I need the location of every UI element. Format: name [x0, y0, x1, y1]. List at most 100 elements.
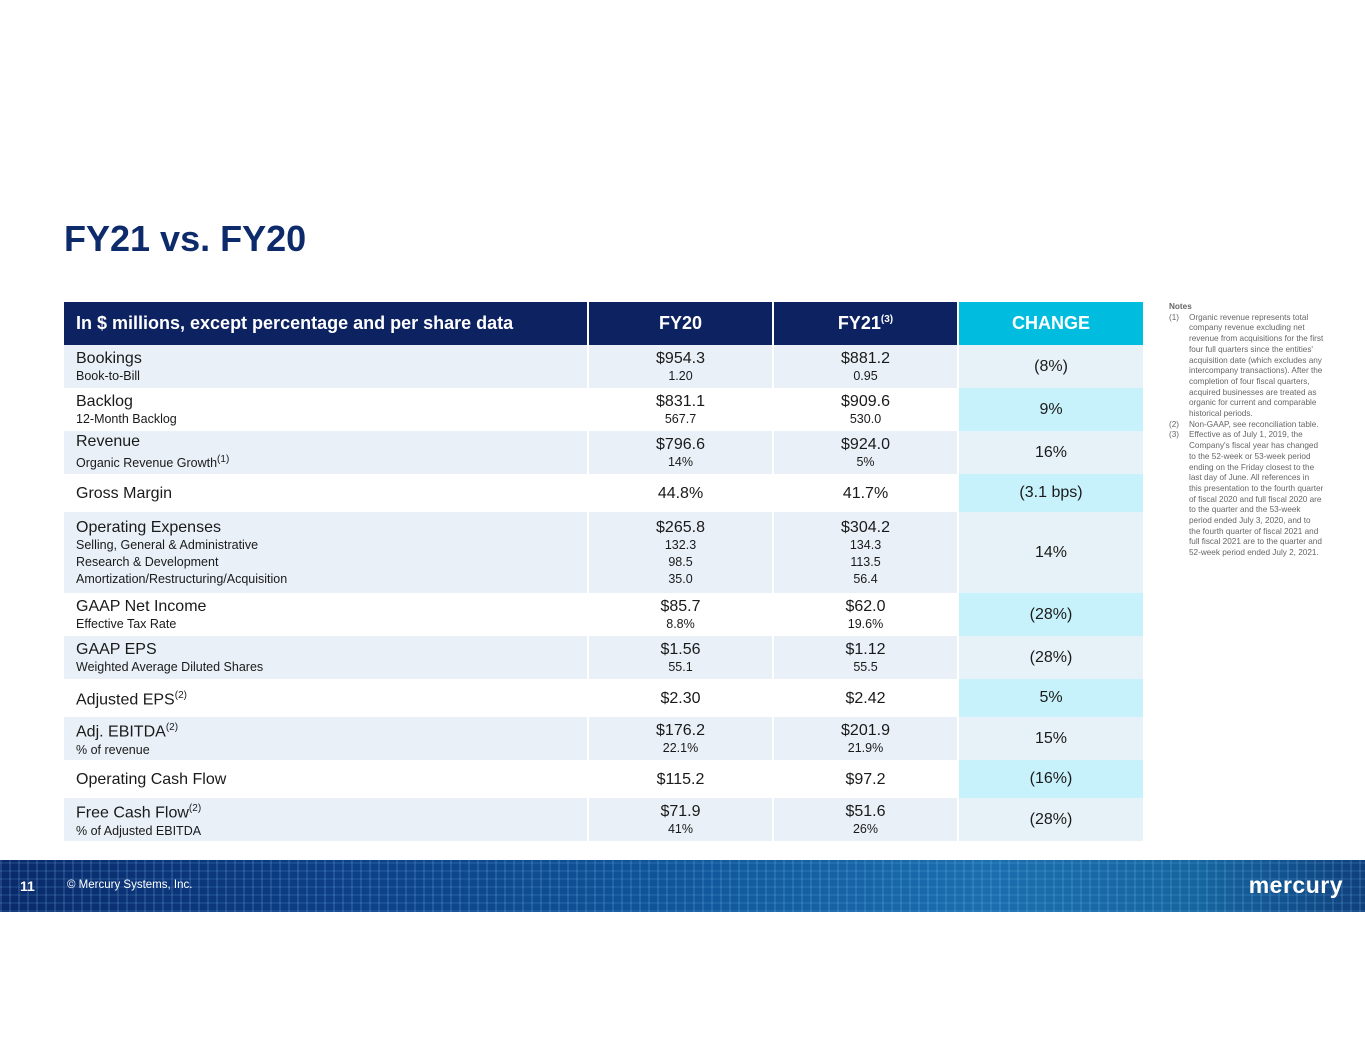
note-text: Non-GAAP, see reconciliation table.: [1189, 419, 1319, 429]
fy21-value-cell: $62.0 19.6%: [773, 593, 959, 636]
note-text: Effective as of July 1, 2019, the Compan…: [1189, 430, 1324, 558]
fy20-value-cell: $1.56 55.1: [588, 636, 774, 679]
fy21-value-cell: $304.2 134.3 113.5 56.4: [773, 512, 959, 593]
note-number: (1): [1169, 312, 1180, 322]
copyright-text: © Mercury Systems, Inc.: [67, 879, 193, 891]
table-row: Operating Cash Flow $115.2 $97.2 (16%): [64, 760, 1143, 798]
note-number: (3): [1169, 430, 1180, 440]
fy20-subvalue: 98.5: [668, 554, 693, 569]
row-sublabel: Weighted Average Diluted Shares: [76, 659, 587, 676]
row-label-cell: Gross Margin: [64, 474, 589, 512]
row-label: Free Cash Flow(2): [76, 799, 587, 822]
row-label: GAAP Net Income: [76, 597, 587, 616]
note-item: (1) Organic revenue represents total comp…: [1169, 313, 1324, 420]
fy20-subvalue: 41%: [667, 821, 694, 836]
fy21-subvalue: 21.9%: [847, 740, 884, 755]
fy20-subvalue: 35.0: [668, 571, 693, 586]
fy20-value: $115.2: [656, 770, 705, 788]
fy21-value: $201.9: [841, 721, 890, 739]
fy21-value: $51.6: [845, 802, 886, 820]
row-label: Operating Expenses: [76, 518, 587, 537]
fy21-value-cell: $909.6 530.0: [773, 388, 959, 431]
fy21-subvalue: 134.3: [849, 537, 882, 552]
change-value: 9%: [958, 388, 1143, 431]
fy20-value: $954.3: [656, 349, 705, 367]
fy21-value: $924.0: [841, 435, 890, 453]
row-label: Adjusted EPS(2): [76, 686, 587, 709]
notes-panel: Notes (1) Organic revenue represents tota…: [1169, 302, 1324, 559]
row-sublabel: Effective Tax Rate: [76, 616, 587, 633]
row-label-cell: Operating Expenses Selling, General & Adm…: [64, 512, 589, 593]
fy20-subvalue: 55.1: [668, 659, 693, 674]
fy21-value: $62.0: [845, 597, 886, 615]
row-sublabel: 12-Month Backlog: [76, 411, 587, 428]
change-value: (28%): [958, 636, 1143, 679]
row-sublabel: % of Adjusted EBITDA: [76, 823, 587, 840]
fy20-value: $2.30: [660, 689, 701, 707]
fy21-value: $909.6: [841, 392, 890, 410]
row-label-cell: Backlog 12-Month Backlog: [64, 388, 589, 431]
financial-comparison-table: In $ millions, except percentage and per…: [64, 302, 1143, 841]
table-row: Adjusted EPS(2) $2.30 $2.42 5%: [64, 679, 1143, 717]
change-value: (16%): [958, 760, 1143, 798]
fy21-value: $304.2: [841, 518, 890, 536]
fy20-value: $1.56: [660, 640, 701, 658]
fy21-value: $97.2: [845, 770, 886, 788]
row-label-cell: Adj. EBITDA(2)% of revenue: [64, 717, 589, 760]
row-label-cell: GAAP EPS Weighted Average Diluted Shares: [64, 636, 589, 679]
table-row: GAAP EPS Weighted Average Diluted Shares $…: [64, 636, 1143, 679]
fy20-value-cell: $85.7 8.8%: [588, 593, 774, 636]
row-sublabel-footnote: (1): [217, 454, 230, 466]
fy21-subvalue: 5%: [856, 454, 875, 469]
row-sublabel: Organic Revenue Growth(1): [76, 451, 587, 472]
fy21-subvalue: 55.5: [853, 659, 878, 674]
fy21-subvalue: 56.4: [853, 571, 878, 586]
fy21-value: $881.2: [841, 349, 890, 367]
note-item: (3) Effective as of July 1, 2019, the Com…: [1169, 430, 1324, 558]
row-label-cell: Adjusted EPS(2): [64, 679, 589, 717]
note-item: (2) Non-GAAP, see reconciliation table.: [1169, 420, 1324, 431]
change-value: 16%: [958, 431, 1143, 474]
fy20-value-cell: $176.2 22.1%: [588, 717, 774, 760]
row-label-text: Adj. EBITDA: [76, 723, 166, 741]
fy20-value-cell: $71.9 41%: [588, 798, 774, 841]
table-row: Bookings Book-to-Bill $954.3 1.20 $881.2 0.95…: [64, 345, 1143, 388]
fy21-subvalue: 0.95: [853, 368, 878, 383]
change-value: (3.1 bps): [958, 474, 1143, 512]
footer-background-pattern: [0, 860, 1365, 912]
row-label-footnote: (2): [188, 803, 202, 815]
row-sublabel-text: Amortization/Restructuring/Acquisition: [76, 571, 288, 586]
row-sublabel-text: Book-to-Bill: [76, 368, 140, 383]
fy21-value: $2.42: [845, 689, 886, 707]
table-row: Adj. EBITDA(2)% of revenue $176.2 22.1% $20…: [64, 717, 1143, 760]
fy20-value: $85.7: [660, 597, 701, 615]
fy20-value-cell: $954.3 1.20: [588, 345, 774, 388]
row-label: Revenue: [76, 432, 587, 451]
change-value: 14%: [958, 512, 1143, 593]
row-sublabel: Book-to-Bill: [76, 368, 587, 385]
row-label-text: Free Cash Flow: [76, 804, 189, 822]
notes-list: (1) Organic revenue represents total comp…: [1169, 313, 1324, 559]
note-number: (2): [1169, 419, 1180, 429]
table-row: Free Cash Flow(2)% of Adjusted EBITDA $71…: [64, 798, 1143, 841]
row-sublabel-text: 12-Month Backlog: [76, 411, 177, 426]
fy20-value: $796.6: [656, 435, 705, 453]
fy21-value-cell: $924.0 5%: [773, 431, 959, 474]
fy20-subvalue: 22.1%: [662, 740, 699, 755]
row-sublabel-text: Research & Development: [76, 554, 219, 569]
table-row: Backlog 12-Month Backlog $831.1 567.7 $909.6…: [64, 388, 1143, 431]
row-label-text: Bookings: [76, 349, 142, 367]
page-number: 11: [20, 878, 35, 894]
table-row: GAAP Net Income Effective Tax Rate $85.7 8.…: [64, 593, 1143, 636]
fy20-value: 44.8%: [657, 484, 704, 502]
row-label-text: Operating Expenses: [76, 518, 221, 536]
row-label-footnote: (2): [174, 690, 187, 702]
fy20-value-cell: $831.1 567.7: [588, 388, 774, 431]
header-fy21-text: FY21: [837, 313, 881, 333]
row-label-text: Adjusted EPS: [76, 691, 175, 709]
row-label: Bookings: [76, 349, 587, 368]
row-label: GAAP EPS: [76, 640, 587, 659]
row-label: Backlog: [76, 392, 587, 411]
header-label: In $ millions, except percentage and per…: [64, 302, 589, 345]
row-sublabel: Selling, General & Administrative: [76, 537, 587, 554]
